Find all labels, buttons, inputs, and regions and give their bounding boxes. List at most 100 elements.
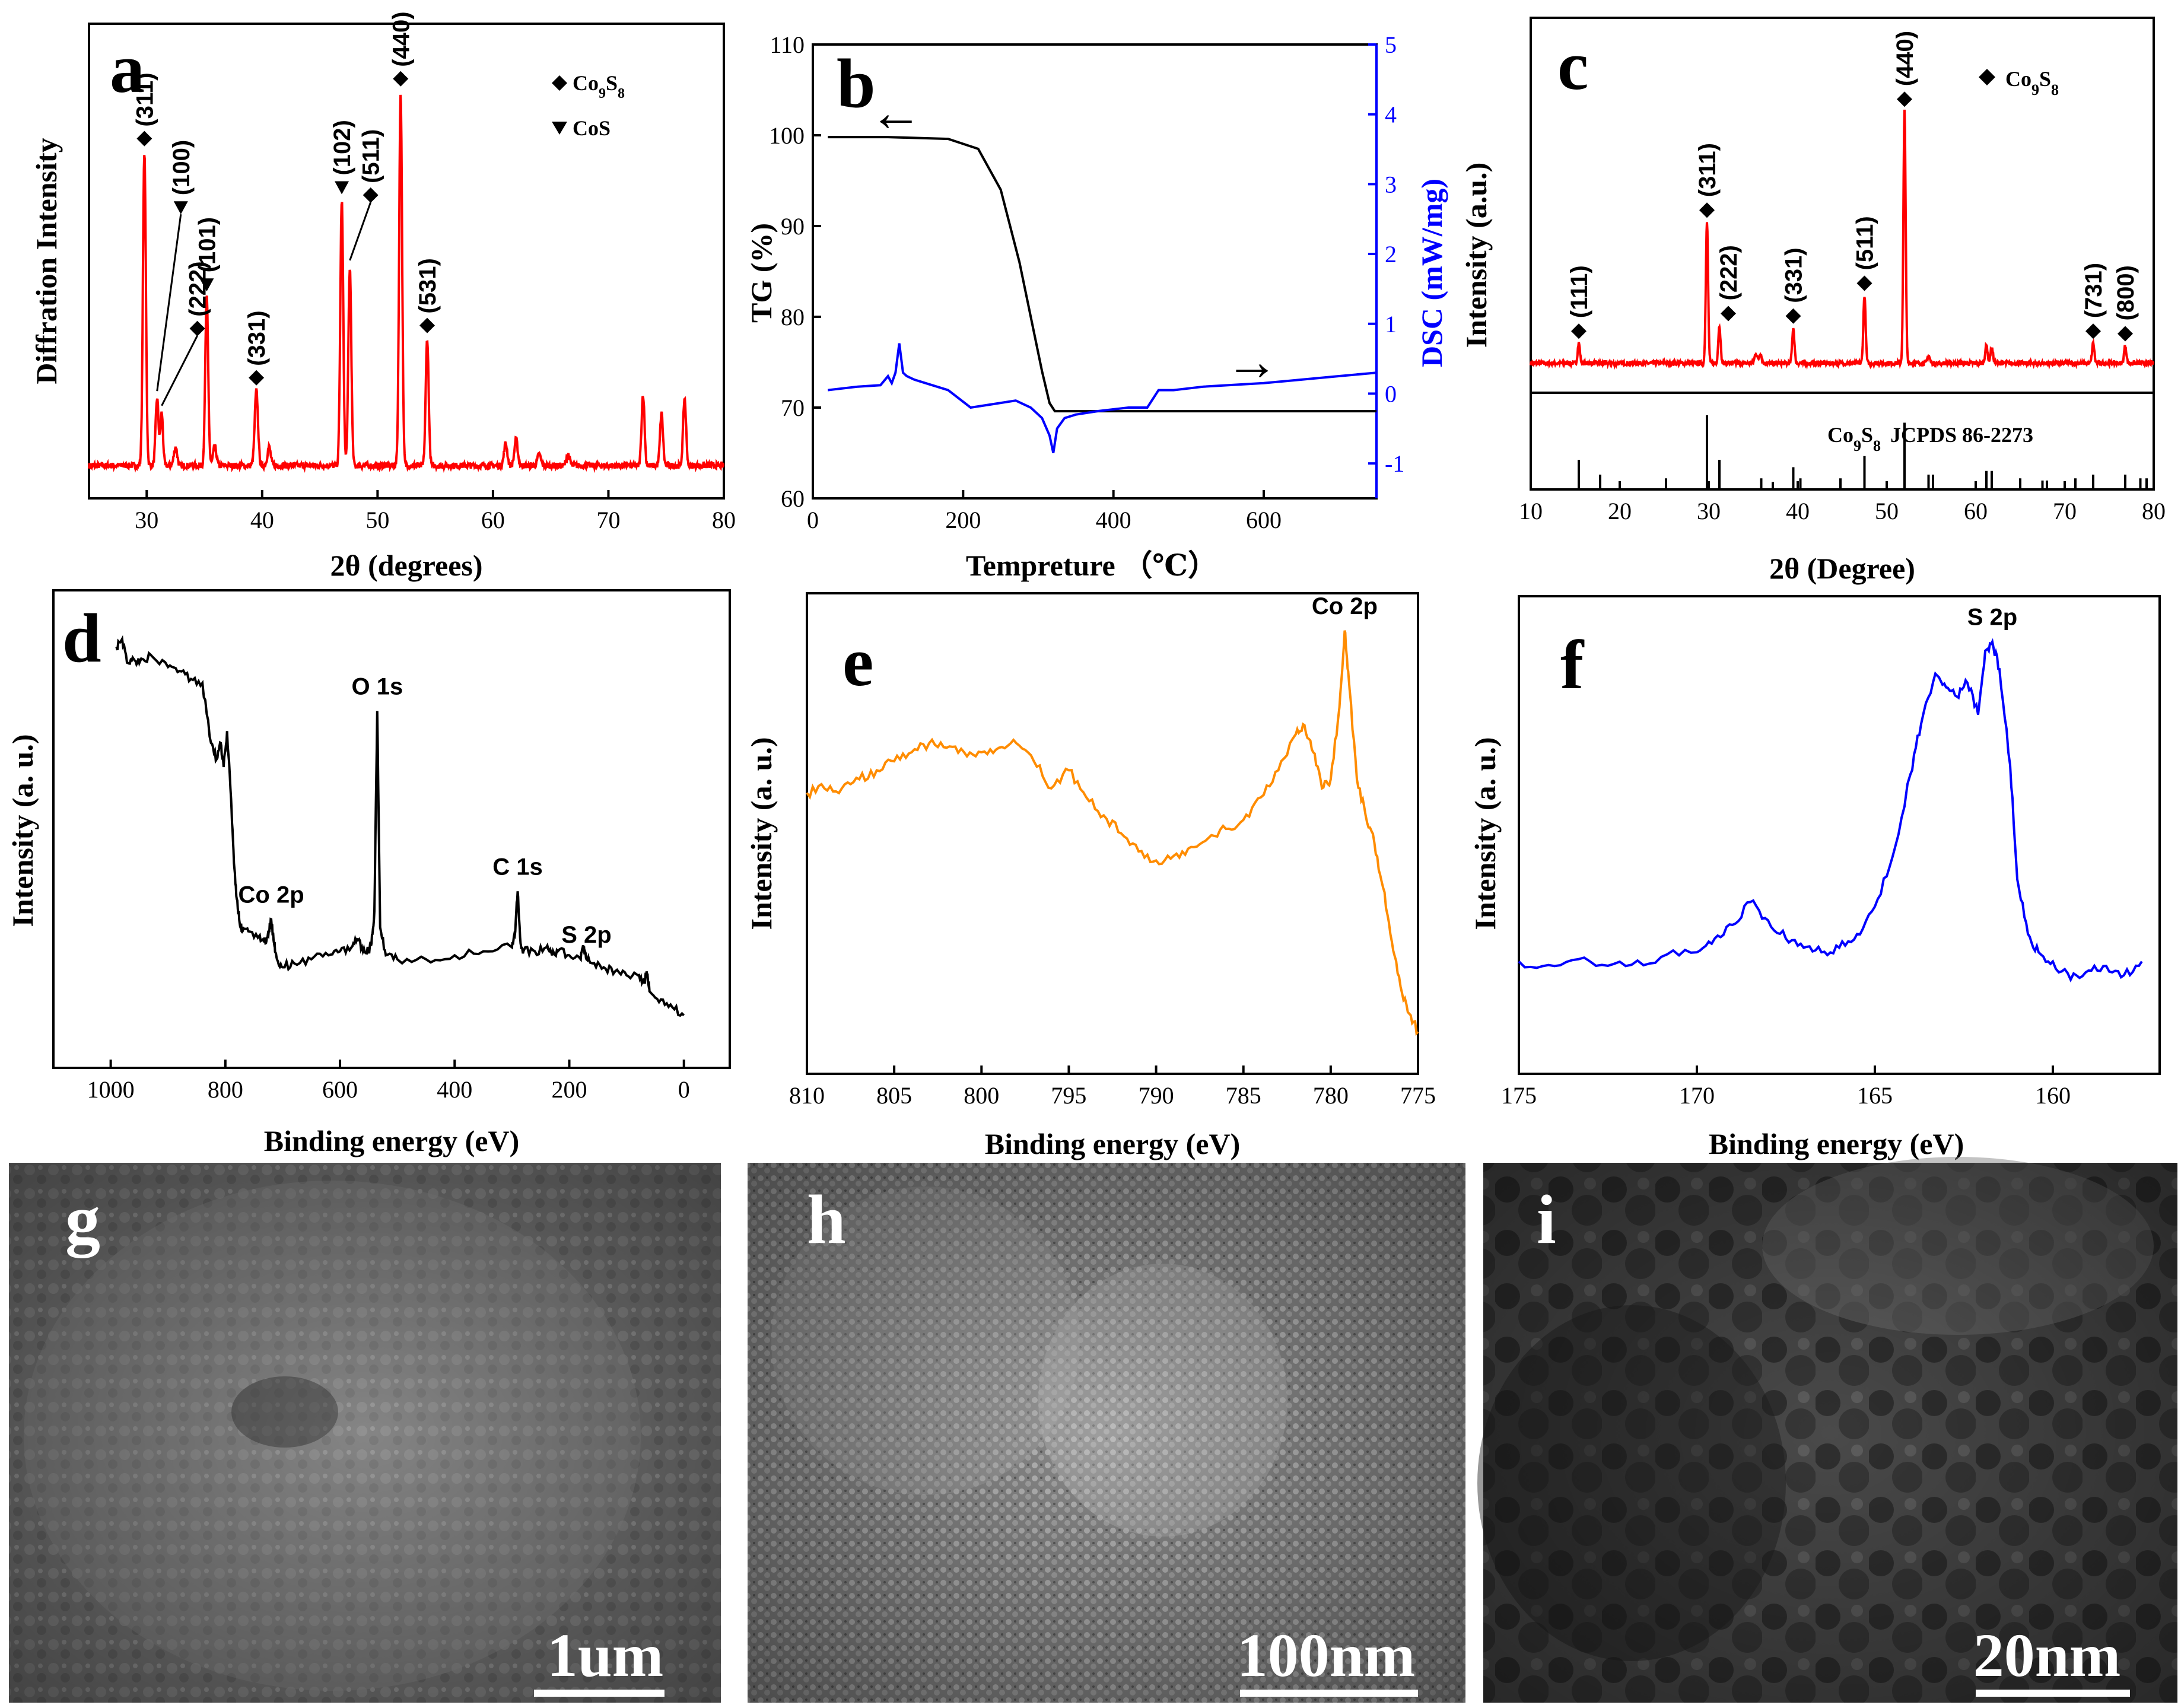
panel-d-label: d (62, 599, 101, 677)
panel-d-xps-survey: 1000 800 600 400 200 0 Co 2p O 1s C 1s S 2p d Bi… (6, 589, 731, 1157)
peak-label: Co 2p (239, 882, 304, 908)
peak-label: (102) (329, 120, 355, 175)
panel-h-label: h (807, 1181, 846, 1258)
panel-f-frame (1518, 595, 2161, 1075)
peak-label: (531) (415, 258, 441, 313)
y-tick-label: 110 (770, 31, 805, 58)
panel-a-xrd-line (88, 94, 725, 473)
legend-s: S (2039, 67, 2051, 91)
panel-a-ylabel: Diffration Intensity (30, 138, 63, 384)
diamond-marker (249, 370, 265, 386)
peak-label: S 2p (561, 922, 611, 948)
annotation-leader (349, 202, 372, 261)
ref-sub8: 8 (1873, 437, 1881, 454)
legend-diamond-marker (552, 75, 567, 91)
panel-e-frame (806, 592, 1419, 1075)
panel-c-xrd: 10 20 30 40 50 60 70 80 (111) (311) (222) (331) (51… (1460, 17, 2166, 585)
peak-label: (101) (194, 217, 220, 272)
panel-d-peak-annotations: Co 2p O 1s C 1s S 2p (239, 674, 612, 949)
diamond-marker (2085, 323, 2101, 339)
peak-label: (331) (244, 310, 270, 365)
x-tick-label: 30 (1697, 498, 1721, 524)
diamond-marker (2118, 326, 2133, 342)
panel-a-frame (88, 23, 725, 500)
panel-e-label: e (842, 623, 873, 701)
panel-d-frame (52, 589, 731, 1069)
tg-axis-arrow: ← (869, 84, 923, 142)
panel-a-label: a (110, 30, 145, 107)
x-tick-label: 60 (481, 507, 505, 533)
x-tick-label: 600 (322, 1076, 358, 1103)
legend-sub8: 8 (2051, 81, 2059, 98)
legend-co9s8: Co9S8 (573, 71, 625, 101)
y-tick-label: 70 (781, 395, 805, 421)
panel-a-xlabel: 2θ (degrees) (330, 549, 482, 582)
image-vignette (748, 1163, 1465, 1703)
reference-label: Co9S8 JCPDS 86-2273 (1827, 423, 2033, 454)
x-tick-label: 165 (1857, 1082, 1893, 1109)
scalebar-label-i: 20nm (1973, 1621, 2120, 1690)
y-tick-label: 60 (781, 485, 805, 512)
panel-c-xlabel: 2θ (Degree) (1769, 552, 1915, 585)
diamond-marker (1785, 308, 1801, 324)
panel-h-sem-image: h 100nm (748, 1163, 1465, 1703)
x-tick-label: 10 (1519, 498, 1543, 524)
diamond-marker (363, 187, 379, 203)
y2-tick-label: 1 (1385, 311, 1397, 338)
diamond-marker (1897, 91, 1912, 107)
x-tick-label: 200 (945, 507, 981, 533)
image-vignette (9, 1163, 721, 1703)
y-tick-label: 90 (781, 213, 805, 240)
y2-tick-label: 4 (1385, 101, 1397, 128)
y2-tick-label: 5 (1385, 31, 1397, 58)
panel-c-ylabel: Intensity (a.u.) (1460, 163, 1493, 348)
legend-diamond-marker (1979, 69, 1995, 85)
panel-e-xlabel: Binding energy (eV) (985, 1127, 1241, 1160)
panel-a-legend: Co9S8 CoS (552, 71, 625, 140)
panel-f-label: f (1560, 626, 1585, 704)
dsc-axis-arrow: → (1225, 333, 1279, 392)
peak-label: (311) (1694, 143, 1721, 197)
x-tick-label: 80 (2142, 498, 2166, 524)
x-tick-label: 50 (365, 507, 389, 533)
scalebar-h (1240, 1690, 1418, 1697)
panel-f-s2p-line (1518, 638, 2143, 983)
peak-label: (731) (2081, 263, 2107, 318)
panel-e-xps-co2p: 810 805 800 795 790 785 780 775 Co 2p e Binding… (745, 592, 1436, 1160)
x-tick-label: 160 (2035, 1082, 2071, 1109)
panel-b-xlabel: Tempreture （℃） (966, 549, 1217, 582)
panel-a-peak-annotations: (311)(100)(222)(101)(331)(102) (511)(440)… (132, 11, 441, 406)
x-tick-label: 170 (1679, 1082, 1715, 1109)
diamond-marker (189, 320, 205, 336)
x-tick-label: 600 (1246, 507, 1282, 533)
x-tick-label: 790 (1139, 1082, 1174, 1109)
panel-b-y2label: DSC (mW/mg) (1415, 179, 1448, 367)
panel-b-label: b (837, 44, 876, 122)
panel-e-co2p-line (806, 630, 1419, 1036)
x-tick-label: 70 (2053, 498, 2077, 524)
panel-b-tg-line (828, 136, 1376, 413)
x-tick-label: 20 (1608, 498, 1632, 524)
x-tick-label: 200 (551, 1076, 587, 1103)
x-tick-label: 785 (1226, 1082, 1261, 1109)
panel-a-xrd: 30 40 50 60 70 80 (311)(100)(222)(101)(331)(1… (30, 11, 736, 582)
y-tick-label: 80 (781, 304, 805, 330)
x-tick-label: 70 (596, 507, 620, 533)
panel-c-reference-pattern (1578, 415, 2148, 489)
x-tick-label: 60 (1964, 498, 1988, 524)
x-tick-label: 0 (807, 507, 819, 533)
panel-c-frame (1530, 17, 2155, 491)
panel-c-x-ticks: 10 20 30 40 50 60 70 80 (1519, 481, 2166, 524)
peak-label: (331) (1781, 247, 1807, 303)
legend-triangle-marker (552, 122, 567, 135)
peak-label: (111) (1566, 265, 1592, 318)
panel-f-xlabel: Binding energy (eV) (1709, 1127, 1964, 1160)
peak-label: (100) (168, 140, 195, 195)
x-tick-label: 800 (208, 1076, 243, 1103)
x-tick-label: 400 (437, 1076, 472, 1103)
x-tick-label: 810 (789, 1082, 825, 1109)
y2-tick-label: 2 (1385, 241, 1397, 268)
panel-e-x-ticks: 810 805 800 795 790 785 780 775 (789, 1065, 1436, 1109)
annotation-leader (161, 335, 198, 406)
panel-g-sem-image: g 1um (9, 1163, 721, 1703)
